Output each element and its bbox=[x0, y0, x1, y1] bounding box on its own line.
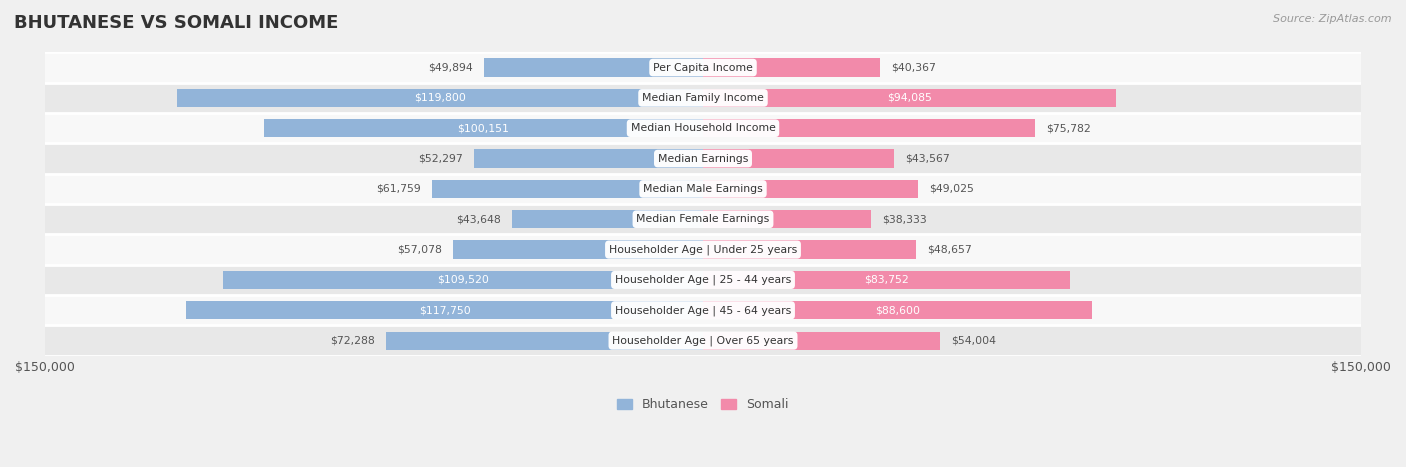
Text: $48,657: $48,657 bbox=[928, 245, 972, 255]
Text: $100,151: $100,151 bbox=[457, 123, 509, 133]
Text: $40,367: $40,367 bbox=[891, 63, 936, 72]
Bar bbox=[453, 241, 703, 259]
Bar bbox=[45, 265, 1361, 295]
Bar bbox=[45, 295, 1361, 325]
Bar bbox=[703, 89, 1116, 107]
Bar bbox=[187, 301, 703, 319]
Bar bbox=[703, 271, 1070, 289]
Text: $83,752: $83,752 bbox=[865, 275, 910, 285]
Text: Median Female Earnings: Median Female Earnings bbox=[637, 214, 769, 224]
Text: BHUTANESE VS SOMALI INCOME: BHUTANESE VS SOMALI INCOME bbox=[14, 14, 339, 32]
Text: $72,288: $72,288 bbox=[330, 336, 375, 346]
Bar bbox=[177, 89, 703, 107]
Text: $119,800: $119,800 bbox=[415, 93, 467, 103]
Text: Median Household Income: Median Household Income bbox=[630, 123, 776, 133]
Text: $43,648: $43,648 bbox=[456, 214, 501, 224]
Bar bbox=[385, 332, 703, 350]
Text: Householder Age | Under 25 years: Householder Age | Under 25 years bbox=[609, 244, 797, 255]
Bar bbox=[703, 180, 918, 198]
Bar bbox=[703, 241, 917, 259]
Text: $52,297: $52,297 bbox=[418, 154, 463, 163]
Text: $49,894: $49,894 bbox=[429, 63, 474, 72]
Bar bbox=[703, 210, 872, 228]
Bar bbox=[45, 204, 1361, 234]
Bar bbox=[703, 149, 894, 168]
Text: $54,004: $54,004 bbox=[950, 336, 995, 346]
Bar bbox=[45, 83, 1361, 113]
Bar bbox=[703, 301, 1091, 319]
Text: $109,520: $109,520 bbox=[437, 275, 489, 285]
Bar bbox=[45, 234, 1361, 265]
Bar bbox=[45, 52, 1361, 83]
Text: Householder Age | 45 - 64 years: Householder Age | 45 - 64 years bbox=[614, 305, 792, 316]
Text: $38,333: $38,333 bbox=[882, 214, 927, 224]
Text: $61,759: $61,759 bbox=[377, 184, 420, 194]
Text: Median Earnings: Median Earnings bbox=[658, 154, 748, 163]
Text: $88,600: $88,600 bbox=[875, 305, 920, 315]
Bar bbox=[703, 119, 1035, 137]
Text: $57,078: $57,078 bbox=[396, 245, 441, 255]
Bar bbox=[512, 210, 703, 228]
Text: Median Family Income: Median Family Income bbox=[643, 93, 763, 103]
Bar bbox=[703, 58, 880, 77]
Bar bbox=[222, 271, 703, 289]
Text: Per Capita Income: Per Capita Income bbox=[652, 63, 754, 72]
Bar bbox=[703, 332, 941, 350]
Bar bbox=[432, 180, 703, 198]
Bar bbox=[45, 113, 1361, 143]
Bar bbox=[484, 58, 703, 77]
Text: $117,750: $117,750 bbox=[419, 305, 471, 315]
Text: $94,085: $94,085 bbox=[887, 93, 932, 103]
Text: Median Male Earnings: Median Male Earnings bbox=[643, 184, 763, 194]
Text: Householder Age | Over 65 years: Householder Age | Over 65 years bbox=[612, 335, 794, 346]
Text: $43,567: $43,567 bbox=[905, 154, 950, 163]
Bar bbox=[264, 119, 703, 137]
Bar bbox=[45, 174, 1361, 204]
Text: $75,782: $75,782 bbox=[1046, 123, 1091, 133]
Bar bbox=[45, 325, 1361, 356]
Text: Householder Age | 25 - 44 years: Householder Age | 25 - 44 years bbox=[614, 275, 792, 285]
Text: $49,025: $49,025 bbox=[929, 184, 974, 194]
Text: Source: ZipAtlas.com: Source: ZipAtlas.com bbox=[1274, 14, 1392, 24]
Bar bbox=[45, 143, 1361, 174]
Legend: Bhutanese, Somali: Bhutanese, Somali bbox=[612, 393, 794, 416]
Bar bbox=[474, 149, 703, 168]
